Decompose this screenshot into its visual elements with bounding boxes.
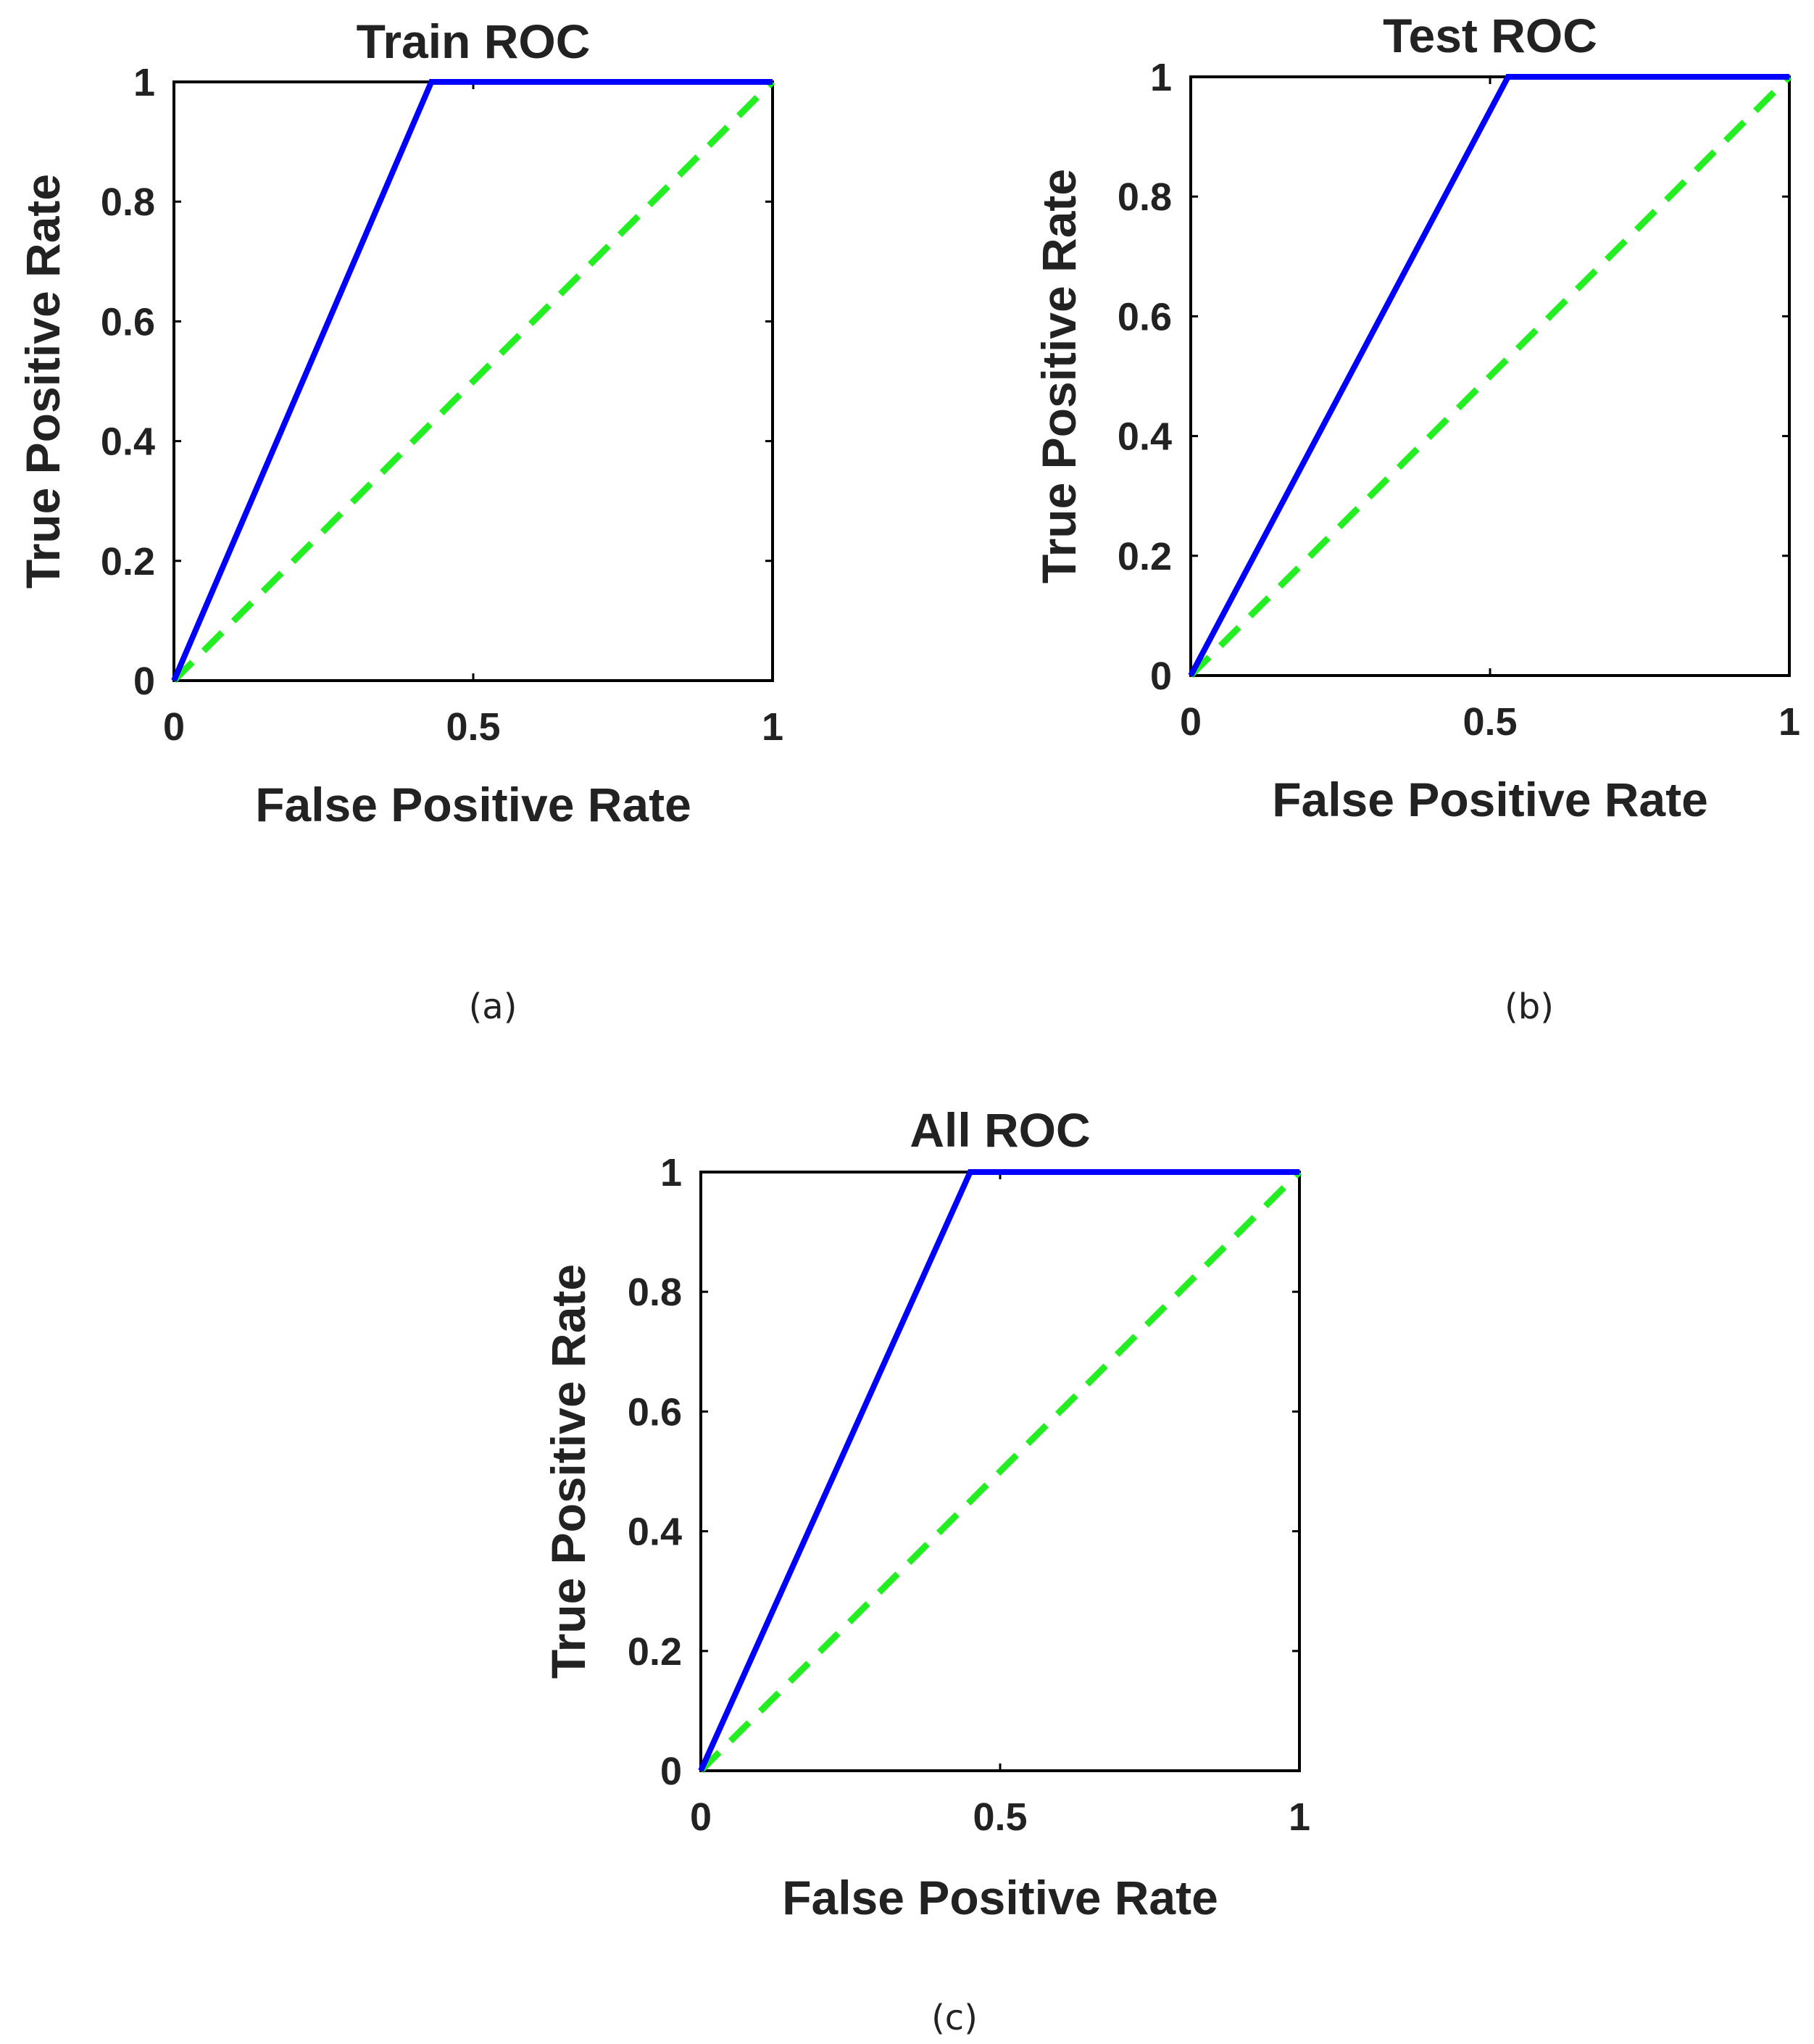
y-tick-label: 0 (660, 1750, 682, 1793)
x-tick-label: 0.5 (1463, 700, 1517, 744)
panel-label: (b) (1505, 986, 1554, 1027)
panel-label: (c) (931, 1998, 978, 2038)
tick-labels: 0 0.2 0.4 0.6 0.8 1 0 0.5 1 (628, 1151, 1310, 1839)
y-tick-label: 0.4 (101, 420, 155, 464)
x-tick-label: 1 (762, 705, 783, 749)
y-axis-label: True Positive Rate (1032, 169, 1086, 583)
y-tick-label: 0.6 (628, 1390, 682, 1434)
tick-labels: 0 0.2 0.4 0.6 0.8 1 0 0.5 1 (1118, 56, 1800, 744)
y-tick-label: 1 (660, 1151, 682, 1195)
chance-reference-line (171, 79, 775, 684)
y-tick-label: 1 (1150, 56, 1172, 99)
roc-curve-line (1188, 74, 1789, 677)
y-tick-label: 0.2 (1118, 535, 1172, 578)
y-tick-label: 0.6 (101, 300, 155, 344)
y-tick-label: 0 (133, 660, 155, 703)
x-tick-label: 0 (163, 705, 185, 749)
chart-panel-train: Train ROC False Positive Rate True Posit… (16, 14, 783, 1027)
x-tick-label: 0.5 (973, 1795, 1027, 1839)
y-tick-label: 0.4 (1118, 415, 1172, 459)
x-tick-label: 0.5 (446, 705, 500, 749)
x-axis-label: False Positive Rate (255, 778, 691, 831)
x-axis-label: False Positive Rate (1272, 773, 1708, 826)
y-axis-label: True Positive Rate (541, 1264, 595, 1679)
y-tick-label: 0.8 (628, 1271, 682, 1314)
x-tick-label: 1 (1289, 1795, 1310, 1839)
x-tick-label: 1 (1778, 700, 1800, 744)
y-tick-label: 0 (1150, 655, 1172, 698)
series-layer (171, 79, 775, 684)
x-axis-label: False Positive Rate (782, 1871, 1218, 1924)
chart-title: All ROC (910, 1103, 1090, 1157)
x-tick-label: 0 (1180, 700, 1202, 744)
chart-title: Train ROC (357, 14, 591, 68)
chart-panel-all: All ROC False Positive Rate True Positiv… (541, 1103, 1310, 2038)
y-tick-label: 0.2 (101, 540, 155, 583)
roc-curve-line (171, 79, 773, 682)
y-tick-label: 0.2 (628, 1630, 682, 1674)
series-layer (1188, 74, 1792, 678)
panel-label: (a) (469, 986, 517, 1027)
y-tick-label: 0.4 (628, 1511, 682, 1554)
tick-labels: 0 0.2 0.4 0.6 0.8 1 0 0.5 1 (101, 61, 783, 749)
chart-title: Test ROC (1383, 9, 1597, 62)
roc-curve-line (698, 1169, 1299, 1772)
y-axis-label: True Positive Rate (16, 174, 70, 589)
chance-reference-line (1188, 74, 1792, 678)
y-tick-label: 1 (133, 61, 155, 104)
y-tick-label: 0.8 (1118, 175, 1172, 219)
series-layer (698, 1169, 1302, 1774)
y-tick-label: 0.6 (1118, 295, 1172, 338)
x-tick-label: 0 (690, 1795, 712, 1839)
y-tick-label: 0.8 (101, 180, 155, 224)
chart-panel-test: Test ROC False Positive Rate True Positi… (1032, 9, 1800, 1027)
chance-reference-line (698, 1169, 1302, 1774)
